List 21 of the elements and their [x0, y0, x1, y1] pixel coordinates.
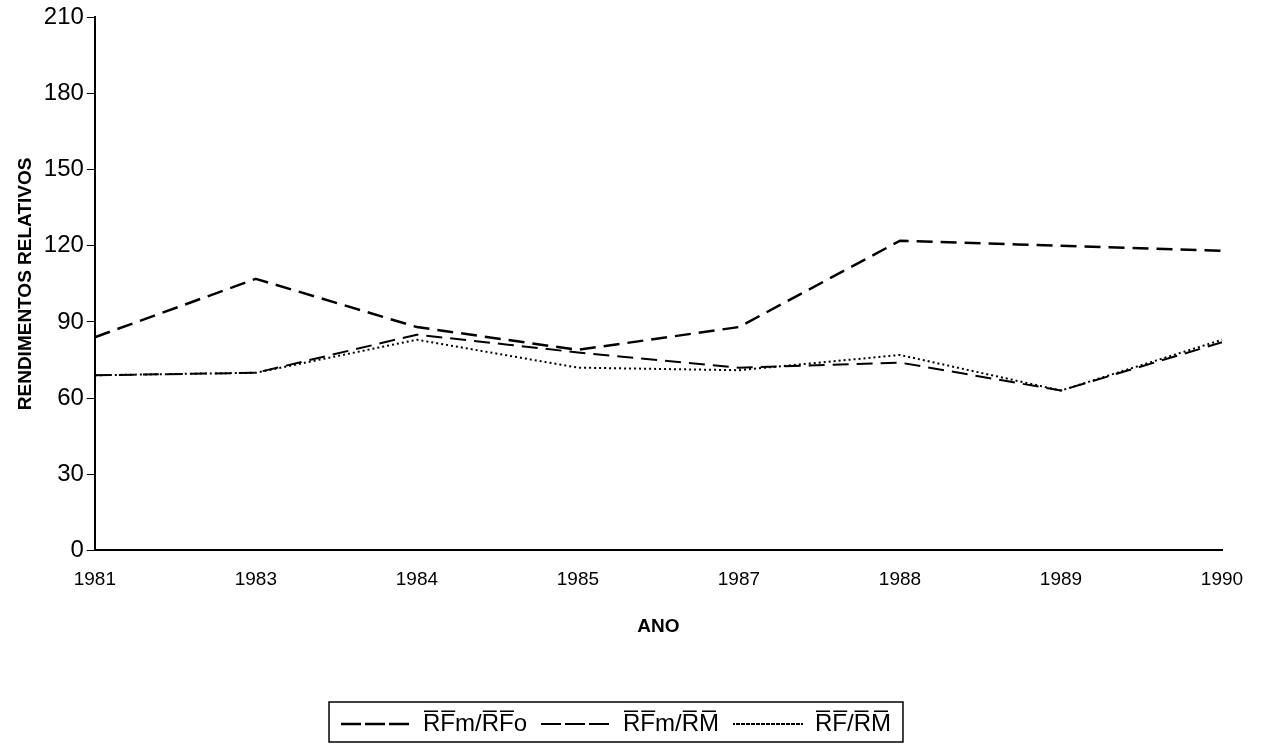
x-tick-label: 1984 — [395, 568, 439, 590]
x-tick-label: 1987 — [717, 568, 761, 590]
x-tick-label: 1981 — [73, 568, 116, 590]
y-tick-label: 150 — [43, 154, 84, 182]
legend-label: R̅F̅/R̅M̅ — [814, 708, 891, 736]
legend-label: R̅F̅m/R̅F̅o — [423, 708, 528, 736]
y-tick-label: 180 — [43, 78, 84, 106]
x-tick-label: 1985 — [556, 568, 600, 590]
y-tick-label: 120 — [43, 230, 84, 258]
y-tick-label: 90 — [57, 306, 84, 334]
x-tick-label: 1989 — [1039, 568, 1083, 590]
y-tick-label: 210 — [43, 2, 84, 30]
y-axis-title: RENDIMENTOS RELATIVOS — [13, 157, 35, 411]
x-axis-title: ANO — [637, 614, 680, 636]
legend-label: R̅F̅m/R̅M̅ — [623, 708, 719, 736]
y-tick-label: 0 — [70, 535, 84, 563]
x-tick-label: 1983 — [234, 568, 278, 590]
y-tick-label: 30 — [57, 458, 84, 486]
x-tick-label: 1990 — [1200, 568, 1244, 590]
x-tick-label: 1988 — [878, 568, 922, 590]
y-tick-label: 60 — [57, 382, 84, 410]
